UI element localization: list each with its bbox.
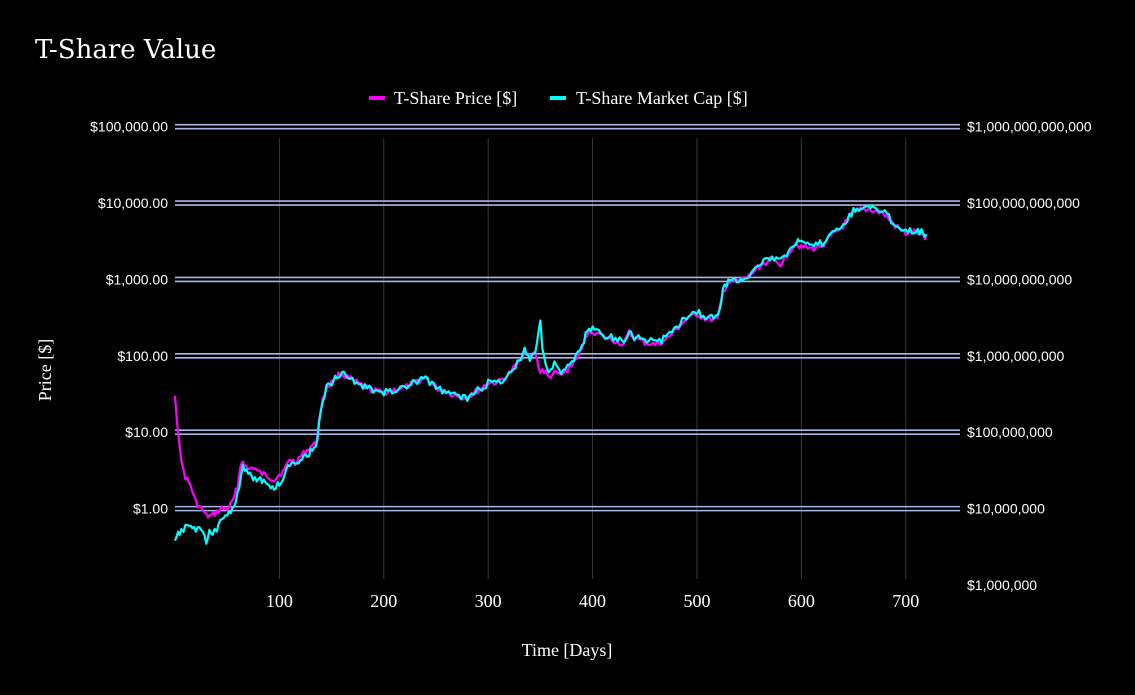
y-axis-title: Price [$] — [35, 339, 55, 401]
x-tick-label: 700 — [892, 591, 919, 611]
x-tick-label: 500 — [683, 591, 710, 611]
x-tick-label: 600 — [788, 591, 815, 611]
y-axis-right-ticks: $1,000,000 $10,000,000 $100,000,000 $1,000,… — [967, 119, 1092, 593]
y-tick-label: $10.00 — [125, 424, 168, 440]
legend-item-market-cap[interactable]: T-Share Market Cap [$] — [550, 88, 748, 108]
y2-tick-label: $100,000,000,000 — [967, 195, 1080, 211]
y2-tick-label: $10,000,000 — [967, 501, 1045, 517]
x-tick-label: 200 — [370, 591, 397, 611]
x-tick-label: 300 — [475, 591, 502, 611]
y-tick-label: $1.00 — [133, 501, 168, 517]
y2-tick-label: $1,000,000 — [967, 577, 1037, 593]
legend-label-price: T-Share Price [$] — [394, 88, 517, 108]
y-tick-label: $1,000.00 — [106, 271, 168, 287]
y2-tick-label: $1,000,000,000 — [967, 348, 1065, 364]
y-axis-left-ticks: $1.00 $10.00 $100.00 $1,000.00 $10,000.00 $10… — [90, 119, 168, 517]
chart-title: T-Share Value — [35, 35, 216, 65]
x-tick-label: 100 — [266, 591, 293, 611]
y2-tick-label: $100,000,000 — [967, 424, 1053, 440]
legend-label-market-cap: T-Share Market Cap [$] — [576, 88, 748, 108]
y-tick-label: $100,000.00 — [90, 119, 168, 135]
legend-item-price[interactable]: T-Share Price [$] — [369, 88, 517, 108]
y-gridlines — [175, 123, 960, 512]
y-tick-label: $10,000.00 — [98, 195, 168, 211]
series-layer — [173, 204, 928, 545]
x-tick-label: 400 — [579, 591, 606, 611]
y2-tick-label: $1,000,000,000,000 — [967, 119, 1092, 135]
y2-tick-label: $10,000,000,000 — [967, 271, 1072, 287]
series-line-market-cap — [173, 204, 928, 545]
x-axis-title: Time [Days] — [522, 640, 613, 660]
y-tick-label: $100.00 — [117, 348, 168, 364]
series-line-price — [173, 206, 928, 519]
legend[interactable]: T-Share Price [$] T-Share Market Cap [$] — [369, 88, 748, 108]
x-axis-ticks: 100 200 300 400 500 600 700 — [266, 591, 919, 611]
